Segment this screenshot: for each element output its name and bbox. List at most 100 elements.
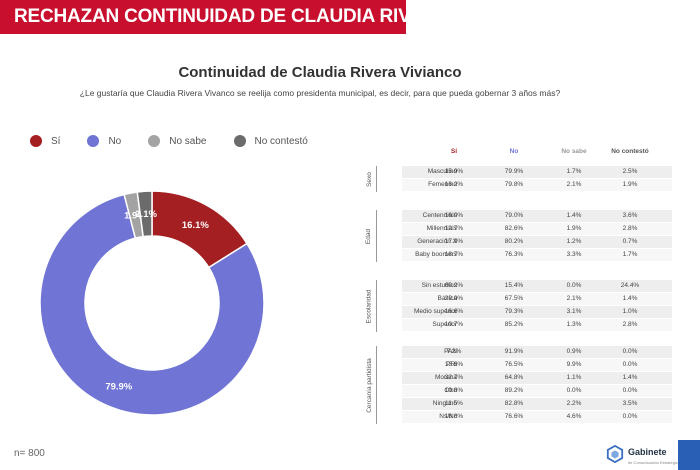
legend-item-no: No (87, 135, 121, 147)
table-cell: 7.2% (446, 348, 462, 355)
column-header-1: No (509, 148, 519, 155)
donut-slice-no (39, 193, 265, 416)
row-label: Morena (434, 374, 457, 381)
group-label: Escolaridad (365, 289, 373, 323)
table-cell: 1.2% (566, 238, 582, 245)
table-cell: 3.1% (566, 308, 582, 315)
table-cell: 1.1% (566, 374, 582, 381)
table-cell: 79.9% (504, 168, 524, 175)
column-header-2: No sabe (561, 148, 587, 155)
row-label: Generación X (417, 238, 457, 245)
table-cell: 91.9% (504, 348, 524, 355)
logo-name: Gabinete (628, 447, 667, 457)
group-divider (376, 210, 377, 262)
table-cell: 17.9% (444, 238, 464, 245)
legend-dot-no-contesto (233, 135, 246, 147)
table-cell: 82.8% (504, 400, 524, 407)
table-cell: 12.7% (444, 225, 464, 232)
row-label: Femenino (428, 181, 457, 188)
row-label: Sin estudios (421, 282, 457, 289)
donut-label-no: 79.9% (105, 382, 132, 393)
table-cell: 60.2% (444, 282, 464, 289)
row-label: Ninguno (432, 400, 457, 407)
row-label: Centennials (422, 212, 457, 219)
table-cell: 0.0% (566, 387, 582, 394)
table-row: Sin estudios 60.2% 15.4% 0.0% 24.4% (402, 280, 672, 292)
table-row: Ns/Nc 18.8% 76.6% 4.6% 0.0% (402, 411, 672, 423)
row-label: Superior (432, 321, 457, 328)
donut-label-no-contesto: 2.1% (135, 209, 157, 220)
table-cell: 80.2% (504, 238, 524, 245)
table-cell: 2.8% (622, 321, 638, 328)
table-cell: 1.4% (566, 212, 582, 219)
crosstab-table: Sí No No sabe No contestó Sexo Masculino 15.9%… (362, 144, 676, 426)
headline-banner: RECHAZAN CONTINUIDAD DE CLAUDIA RIVERA (0, 0, 450, 34)
hexagon-logo-icon (606, 444, 624, 463)
table-cell: 24.4% (620, 282, 640, 289)
table-row: Masculino 15.9% 79.9% 1.7% 2.5% (402, 166, 672, 178)
donut-label-si: 16.1% (182, 220, 209, 231)
row-label: Masculino (427, 168, 457, 175)
legend-dot-no-sabe (148, 135, 161, 147)
table-row: Centennials 16.0% 79.0% 1.4% 3.6% (402, 210, 672, 222)
legend-label-no-sabe: No sabe (169, 135, 207, 147)
table-cell: 3.3% (566, 251, 582, 258)
row-label: Básica (437, 295, 457, 302)
table-row: Básica 29.0% 67.5% 2.1% 1.4% (402, 293, 672, 305)
legend-label-no-contesto: No contestó (254, 135, 308, 147)
chart-title: Continuidad de Claudia Rivera Vivianco (178, 64, 462, 81)
corner-accent (678, 440, 700, 470)
table-cell: 1.3% (566, 321, 582, 328)
table-cell: 82.6% (504, 225, 524, 232)
table-row: Femenino 16.2% 79.8% 2.1% 1.9% (402, 179, 672, 191)
table-cell: 2.5% (622, 168, 638, 175)
group-divider (376, 346, 377, 424)
gabinete-logo: Gabinete de Comunicación Estratégica (606, 442, 680, 465)
table-cell: 2.2% (566, 400, 582, 407)
table-cell: 15.9% (444, 168, 464, 175)
table-cell: 1.4% (622, 374, 638, 381)
table-cell: 0.0% (622, 361, 638, 368)
table-cell: 0.0% (622, 348, 638, 355)
table-row: Otro 10.8% 89.2% 0.0% 0.0% (402, 385, 672, 397)
table-cell: 0.0% (622, 387, 638, 394)
group-label: Cercanía partidista (365, 357, 373, 413)
table-cell: 79.8% (504, 181, 524, 188)
table-cell: 16.0% (444, 212, 464, 219)
legend-dot-si (30, 135, 42, 147)
table-row: Superior 10.7% 85.2% 1.3% 2.8% (402, 319, 672, 331)
legend-item-no-sabe: No sabe (148, 135, 207, 147)
group-label: Edad (365, 228, 373, 244)
table-row: Medio superior 16.6% 79.3% 3.1% 1.0% (402, 306, 672, 318)
table-cell: 29.0% (444, 295, 464, 302)
table-cell: 85.2% (504, 321, 524, 328)
table-cell: 9.9% (566, 361, 582, 368)
table-cell: 1.9% (566, 225, 582, 232)
row-label: Otro (444, 387, 457, 394)
table-cell: 16.2% (444, 181, 464, 188)
column-header-0: Sí (450, 148, 458, 155)
chart-legend: Sí No No sabe No contestó (30, 135, 335, 147)
table-cell: 64.8% (504, 374, 524, 381)
table-cell: 0.9% (566, 348, 582, 355)
table-cell: 4.6% (566, 413, 582, 420)
column-header-3: No contestó (611, 148, 649, 155)
legend-item-no-contesto: No contestó (233, 135, 308, 147)
table-row: PRI 13.6% 76.5% 9.9% 0.0% (402, 359, 672, 371)
table-cell: 13.6% (444, 361, 464, 368)
table-cell: 2.1% (566, 295, 582, 302)
table-cell: 89.2% (504, 387, 524, 394)
table-cell: 15.4% (504, 282, 524, 289)
table-row: Millennials 12.7% 82.6% 1.9% 2.8% (402, 223, 672, 235)
table-row: Baby boomers 18.7% 76.3% 3.3% 1.7% (402, 249, 672, 261)
table-cell: 79.3% (504, 308, 524, 315)
donut-label-no-sabe: 1.9% (124, 211, 146, 222)
legend-item-si: Sí (30, 135, 60, 147)
row-label: Millennials (426, 225, 457, 232)
table-cell: 16.6% (444, 308, 464, 315)
legend-label-no: No (108, 135, 122, 147)
table-cell: 10.8% (444, 387, 464, 394)
legend-label-si: Sí (51, 135, 61, 147)
donut-slice-no-contesto (136, 190, 153, 238)
table-cell: 1.4% (622, 295, 638, 302)
